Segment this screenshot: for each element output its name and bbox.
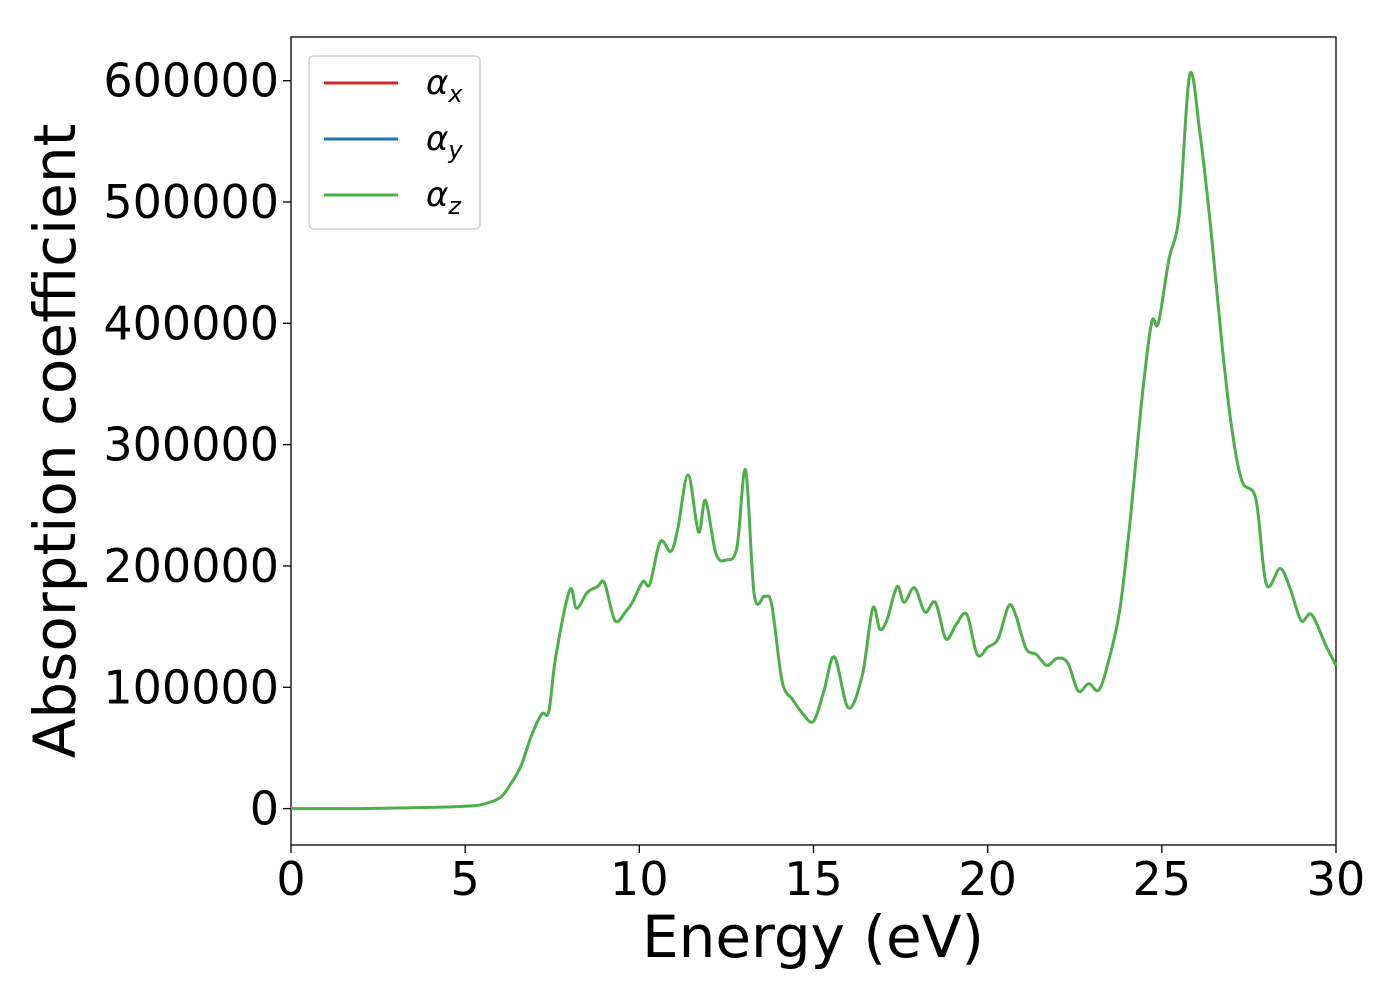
y-tick-label: 100000	[103, 660, 279, 714]
y-axis: 0 100000 200000 300000 400000 500000 600000	[103, 54, 291, 836]
x-tick-label: 10	[610, 852, 669, 906]
y-tick-label: 600000	[103, 54, 279, 108]
x-tick-label: 20	[958, 852, 1017, 906]
y-tick-label: 500000	[103, 175, 279, 229]
x-tick-label: 0	[276, 852, 305, 906]
y-axis-title: Absorption coefficient	[21, 124, 89, 759]
x-tick-label: 5	[451, 852, 480, 906]
y-tick-label: 200000	[103, 539, 279, 593]
legend-box	[308, 55, 481, 230]
y-tick-label: 0	[250, 782, 279, 836]
series-line-alpha-z	[291, 70, 1338, 811]
x-tick-label: 30	[1307, 852, 1366, 906]
x-axis-title: Energy (eV)	[642, 903, 984, 971]
legend-subscript: y	[447, 136, 463, 164]
y-tick-label: 400000	[103, 296, 279, 350]
x-axis: 0 5 10 15 20 25 30	[276, 845, 1365, 906]
legend-subscript: z	[447, 192, 462, 220]
x-tick-label: 25	[1133, 852, 1192, 906]
y-tick-label: 300000	[103, 418, 279, 472]
legend-subscript: x	[447, 80, 463, 108]
x-tick-label: 15	[784, 852, 843, 906]
